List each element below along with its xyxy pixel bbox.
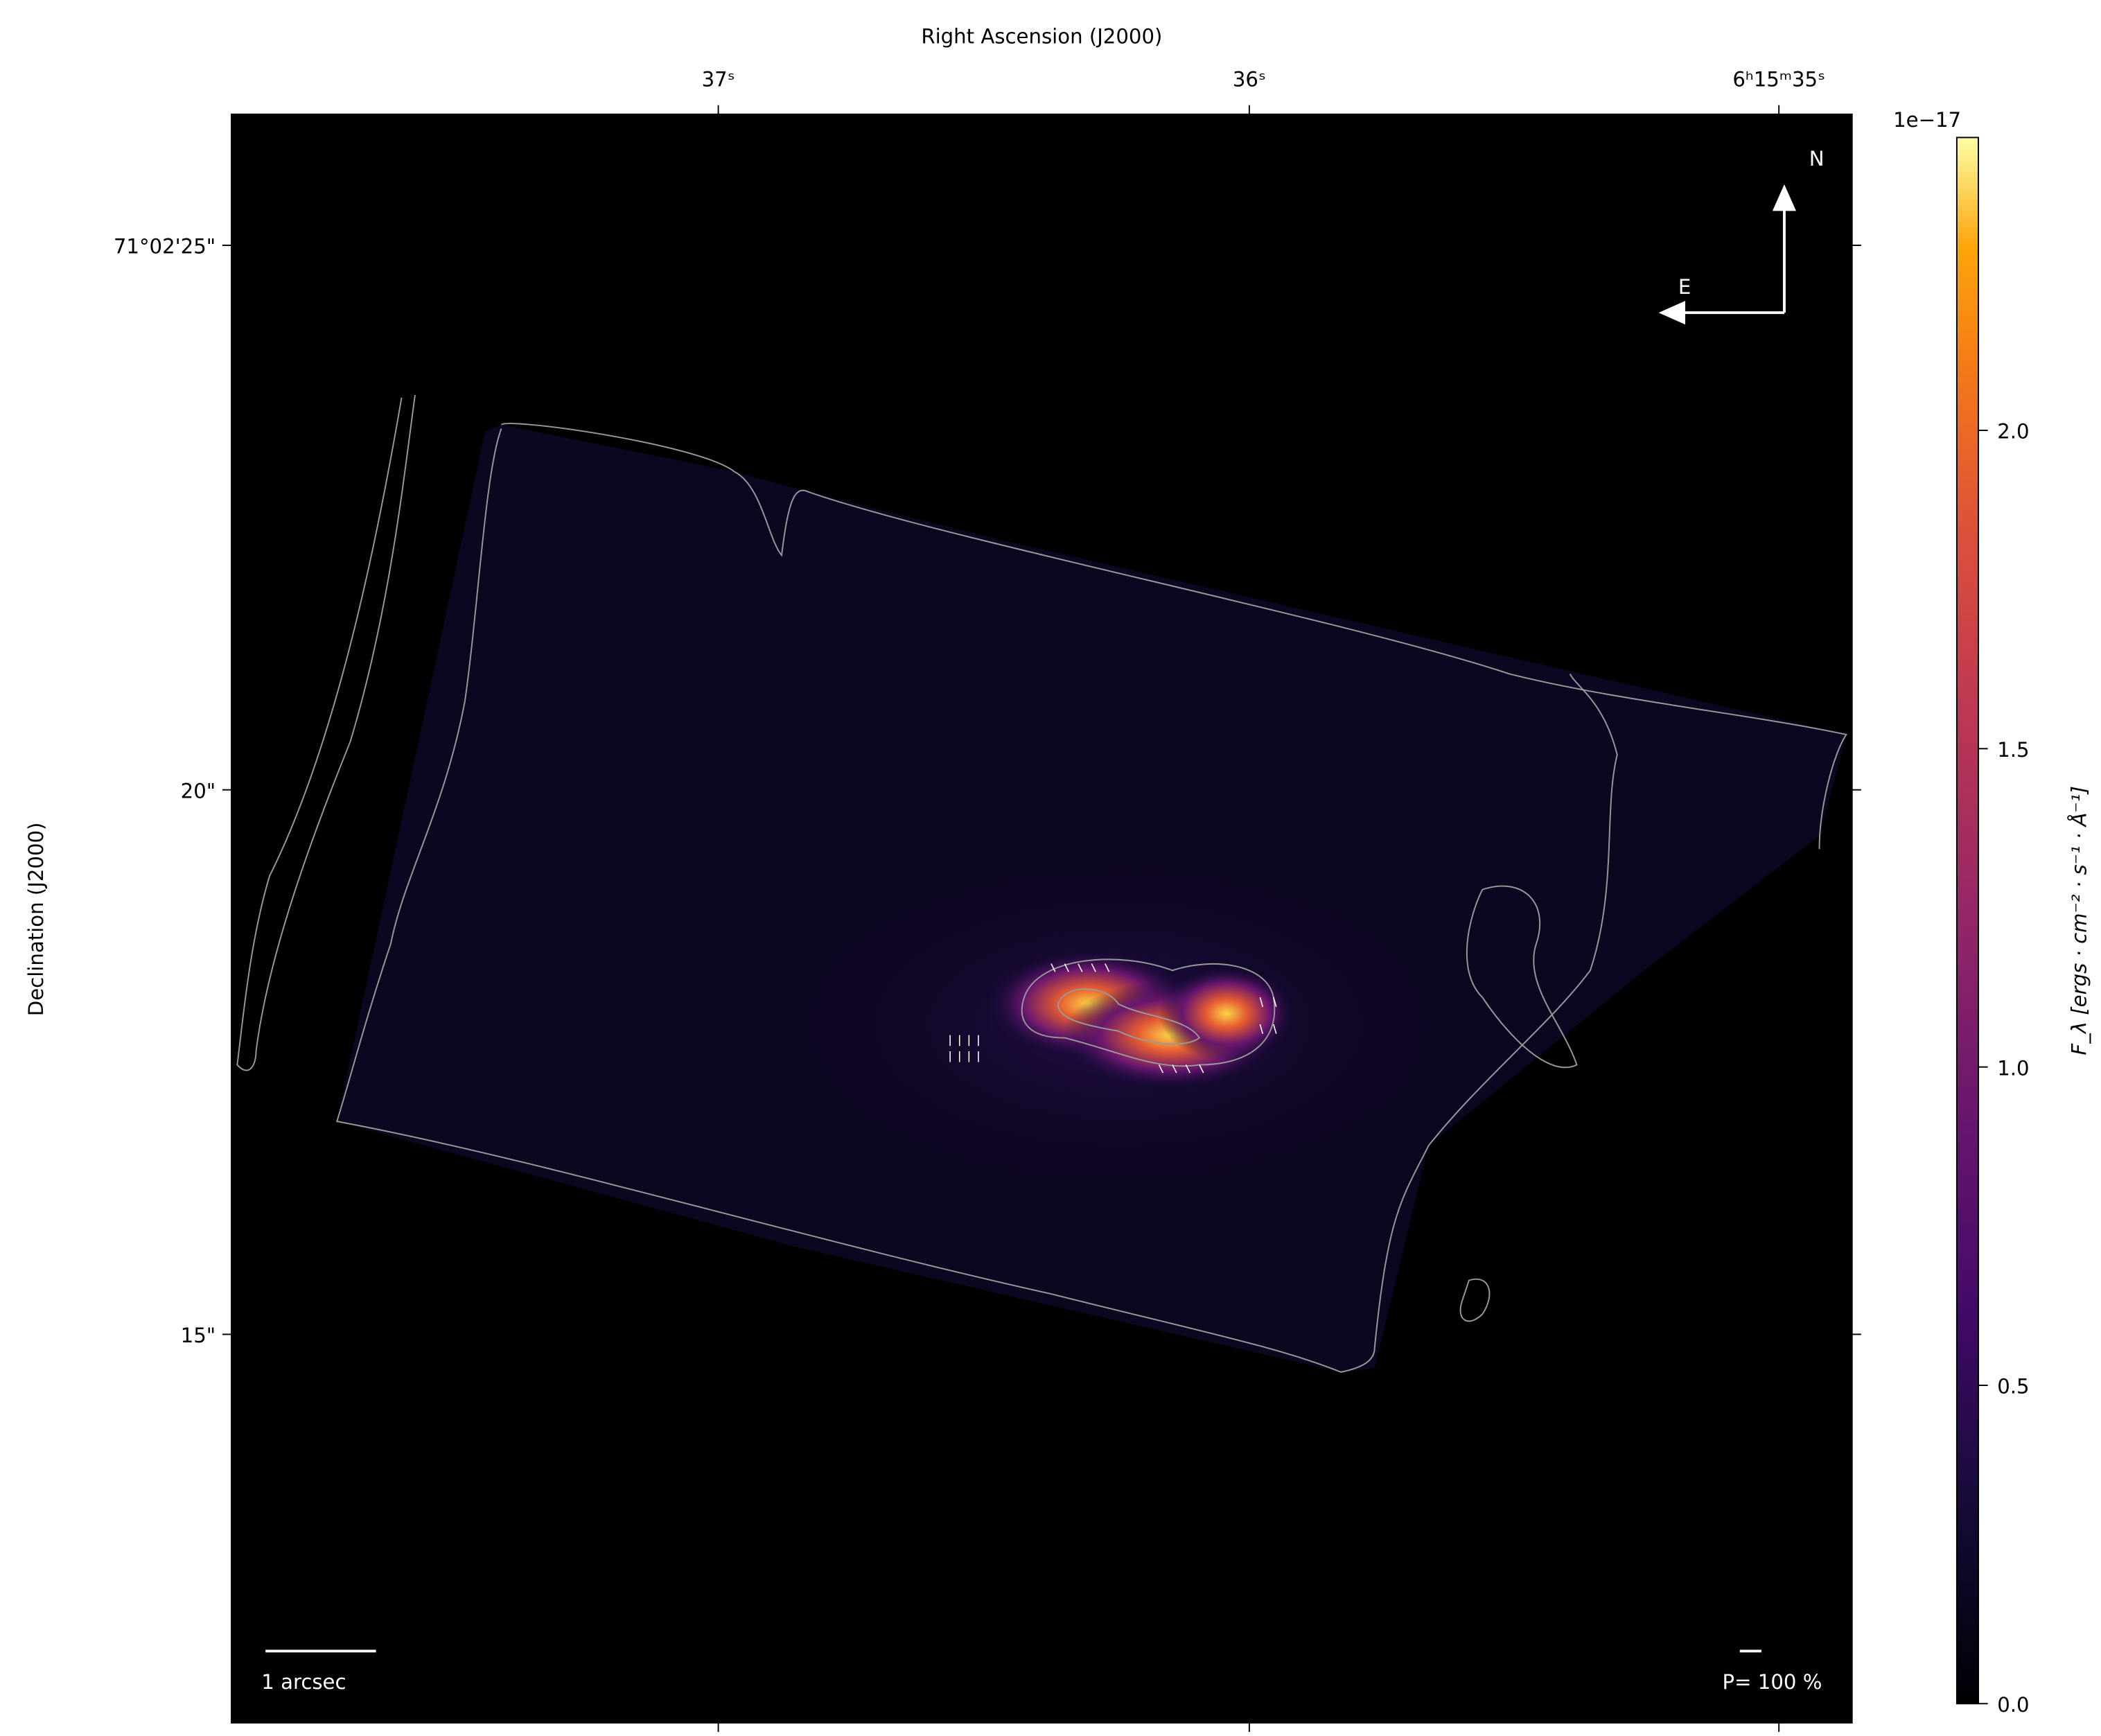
polarization-vectors bbox=[949, 963, 1277, 1073]
compass-north: N bbox=[1809, 147, 1825, 170]
scale-bar-label: 1 arcsec bbox=[261, 1670, 346, 1694]
x-axis-label: Right Ascension (J2000) bbox=[921, 24, 1162, 48]
y-axis-label: Declination (J2000) bbox=[24, 823, 48, 1017]
annotation: Fint λ(2805 Å) = (99.79 ± 5.26)e-16 ergs … bbox=[248, 133, 796, 171]
x-tick-label: 6ʰ15ᵐ35ˢ bbox=[1732, 67, 1825, 91]
colorbar-offset: 1e−17 bbox=[1893, 108, 1961, 132]
annotation-part: P bbox=[248, 185, 261, 209]
annotation-part: int bbox=[260, 177, 281, 197]
annotation-part: int bbox=[261, 222, 282, 241]
colorbar bbox=[1955, 137, 1979, 1705]
x-tick-label: 37ˢ bbox=[702, 67, 735, 91]
y-tick-label: 71°02'25" bbox=[114, 235, 216, 258]
annotation-part: = 7.1 ± 0.1 % bbox=[281, 185, 431, 209]
annotation: Pint = 7.1 ± 0.1 % bbox=[248, 177, 431, 209]
annotation-part: (2805 Å) = (99.79 ± 5.26)e-16 ergs · cm⁻… bbox=[266, 141, 796, 164]
colorbar-label: F_λ [ergs · cm⁻² · s⁻¹ · Å⁻¹] bbox=[2068, 786, 2091, 1055]
colorbar-tick-label: 2.0 bbox=[1997, 420, 2029, 444]
compass bbox=[265, 184, 1797, 1653]
colorbar-tick-label: 0.5 bbox=[1997, 1375, 2029, 1399]
colorbar-tick-label: 1.5 bbox=[1997, 738, 2029, 762]
annotation-part: = 292.3 ± 0.3 ° bbox=[267, 229, 433, 253]
y-tick-label: 15" bbox=[181, 1324, 216, 1347]
colorbar-tick-label: 1.0 bbox=[1997, 1056, 2029, 1080]
compass-east: E bbox=[1678, 275, 1691, 299]
annotation-part: λ bbox=[255, 152, 266, 171]
annotation-part: int bbox=[260, 133, 281, 152]
contours bbox=[236, 394, 1848, 1373]
annotation: θint P = 292.3 ± 0.3 ° bbox=[248, 222, 433, 260]
colorbar-tick-label: 0.0 bbox=[1997, 1693, 2029, 1717]
axes-frame bbox=[231, 113, 1853, 1724]
x-tick-label: 36ˢ bbox=[1233, 67, 1266, 91]
y-tick-label: 20" bbox=[181, 779, 216, 803]
annotation-part: θ bbox=[248, 229, 261, 253]
annotation-part: F bbox=[248, 141, 261, 164]
annotation-part: P bbox=[257, 241, 267, 261]
source bbox=[1159, 966, 1294, 1061]
vector-scale-label: P= 100 % bbox=[1723, 1670, 1822, 1694]
